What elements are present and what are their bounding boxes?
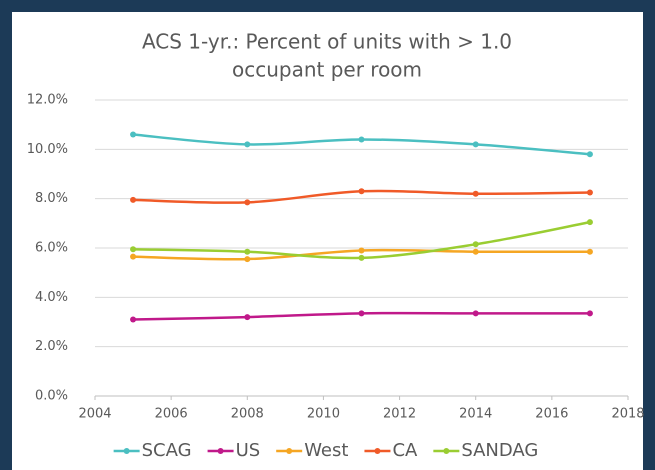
data-point	[472, 190, 479, 197]
legend-marker	[374, 448, 381, 454]
data-point	[586, 248, 593, 255]
data-point	[130, 316, 137, 323]
legend-item: SCAG	[113, 440, 192, 461]
legend-label: US	[236, 440, 261, 461]
legend-label: West	[304, 440, 348, 461]
x-tick-label: 2012	[383, 407, 416, 422]
data-point	[358, 136, 365, 143]
legend-item: West	[276, 440, 348, 461]
legend-item: SANDAG	[433, 440, 538, 461]
data-point	[130, 246, 137, 253]
legend-label: SANDAG	[461, 440, 538, 461]
data-point	[472, 241, 479, 248]
legend-marker	[217, 448, 224, 454]
legend-marker	[123, 448, 130, 454]
data-point	[472, 248, 479, 255]
y-tick-label: 0.0%	[35, 389, 68, 404]
x-tick-label: 2018	[611, 407, 644, 422]
data-point	[130, 253, 137, 260]
chart-title: occupant per room	[232, 58, 422, 82]
data-point	[586, 189, 593, 196]
data-point	[358, 247, 365, 254]
y-tick-label: 10.0%	[27, 142, 68, 157]
x-tick-label: 2006	[155, 407, 188, 422]
data-point	[244, 248, 251, 255]
legend-marker	[286, 448, 293, 454]
data-point	[586, 151, 593, 158]
legend-marker	[443, 448, 450, 454]
data-point	[358, 310, 365, 317]
x-tick-label: 2014	[459, 407, 492, 422]
y-tick-label: 4.0%	[35, 290, 68, 305]
data-point	[472, 310, 479, 317]
y-tick-label: 8.0%	[35, 191, 68, 206]
legend-label: SCAG	[142, 440, 192, 461]
data-point	[358, 254, 365, 261]
data-point	[130, 131, 137, 138]
data-point	[586, 219, 593, 226]
data-point	[358, 188, 365, 195]
chart-background	[12, 12, 643, 470]
legend-label: CA	[392, 440, 418, 461]
data-point	[130, 196, 137, 203]
legend-item: CA	[364, 440, 418, 461]
x-tick-label: 2010	[307, 407, 340, 422]
data-point	[472, 141, 479, 148]
data-point	[244, 314, 251, 321]
data-point	[244, 141, 251, 148]
y-tick-label: 6.0%	[35, 241, 68, 256]
y-tick-label: 12.0%	[27, 93, 68, 108]
y-tick-label: 2.0%	[35, 339, 68, 354]
chart-title: ACS 1-yr.: Percent of units with > 1.0	[142, 30, 512, 54]
x-tick-label: 2016	[535, 407, 568, 422]
data-point	[586, 310, 593, 317]
x-tick-label: 2004	[78, 407, 111, 422]
x-tick-label: 2008	[231, 407, 264, 422]
data-point	[244, 256, 251, 263]
legend-item: US	[207, 440, 261, 461]
data-point	[244, 199, 251, 206]
